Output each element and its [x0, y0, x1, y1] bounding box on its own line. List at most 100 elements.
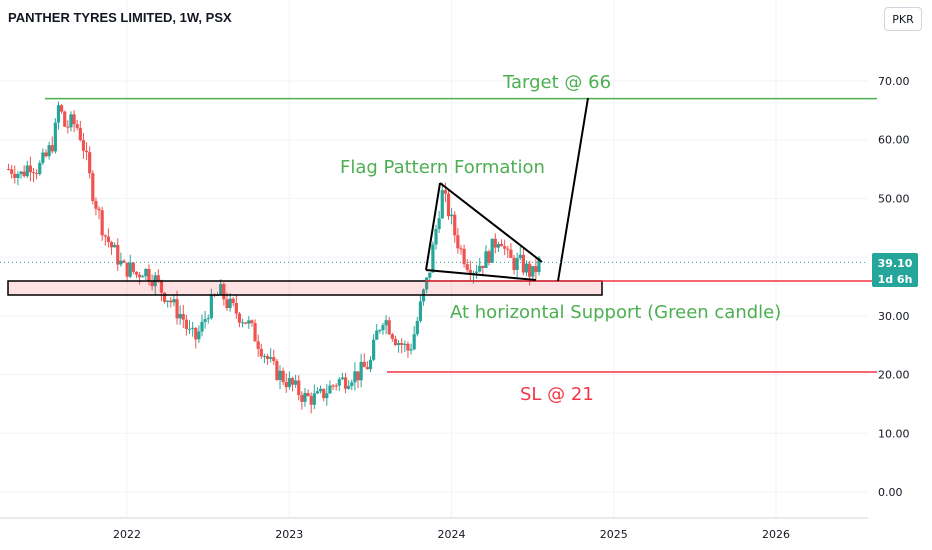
- candle-body: [150, 281, 154, 287]
- candle: [287, 371, 291, 390]
- candle-body: [28, 165, 32, 173]
- candle-body: [225, 299, 229, 309]
- candle-body: [231, 298, 235, 303]
- candle: [247, 316, 251, 329]
- candle-body: [524, 263, 529, 273]
- candle: [47, 141, 51, 160]
- candle-body: [406, 343, 410, 351]
- candle: [378, 328, 382, 334]
- target-annotation: Target @ 66: [502, 72, 611, 93]
- last-price-value: 39.10: [878, 257, 913, 270]
- candle: [60, 103, 64, 114]
- candle-body: [237, 313, 242, 323]
- candle-body: [506, 248, 510, 250]
- candle: [303, 388, 307, 407]
- candle-body: [181, 314, 185, 320]
- candle-body: [19, 171, 23, 174]
- candle-body: [122, 260, 126, 263]
- x-axis: 2022 2023 2024 2025 2026: [113, 528, 790, 541]
- candle-body: [474, 271, 479, 273]
- candle-body: [103, 235, 107, 237]
- candle-body: [462, 248, 466, 265]
- candle: [496, 241, 501, 253]
- candle-body: [13, 173, 17, 178]
- candle-body: [219, 284, 223, 296]
- candle-body: [88, 152, 92, 174]
- candle: [499, 239, 504, 247]
- candle-body: [262, 356, 267, 358]
- candle-body: [459, 248, 463, 250]
- candle: [300, 391, 304, 410]
- candle: [256, 334, 260, 357]
- y-tick-label: 30.00: [878, 310, 910, 323]
- candle-body: [294, 380, 298, 385]
- candle-body: [138, 274, 142, 278]
- candle-body: [412, 334, 416, 350]
- candle-body: [362, 361, 366, 368]
- candle: [512, 254, 516, 275]
- candle: [312, 384, 316, 410]
- chart-title: PANTHER TYRES LIMITED, 1W, PSX: [8, 10, 232, 25]
- candle: [278, 365, 282, 390]
- flag-lower-line: [425, 269, 537, 281]
- candle-body: [275, 360, 279, 380]
- candle: [159, 279, 164, 302]
- candle: [509, 243, 513, 259]
- candle-body: [25, 165, 29, 177]
- candle: [125, 262, 129, 282]
- candle: [175, 290, 179, 325]
- candle-body: [325, 393, 329, 399]
- candle: [340, 372, 345, 381]
- candle: [275, 359, 279, 382]
- candle: [518, 246, 522, 261]
- candle-body: [334, 385, 338, 387]
- candle: [119, 252, 123, 267]
- candle-body: [81, 140, 86, 151]
- candle: [19, 170, 23, 179]
- candle: [78, 120, 82, 142]
- candle-body: [166, 300, 170, 302]
- candle-body: [44, 152, 48, 157]
- candle: [181, 304, 185, 329]
- candle-body: [141, 276, 145, 278]
- x-tick-label: 2022: [113, 528, 141, 541]
- candle-body: [272, 357, 276, 361]
- candle: [113, 242, 117, 248]
- y-tick-label: 20.00: [878, 369, 910, 382]
- candle: [178, 305, 182, 325]
- candle-body: [331, 385, 335, 387]
- candle-body: [250, 320, 254, 324]
- candle: [446, 190, 451, 220]
- candle-body: [512, 257, 516, 270]
- candle-body: [128, 262, 132, 277]
- candle: [103, 234, 107, 246]
- candle: [197, 325, 201, 344]
- candle: [412, 326, 416, 351]
- candle: [94, 197, 98, 216]
- candle-body: [60, 105, 64, 112]
- candle-body: [387, 320, 391, 335]
- candle: [434, 224, 438, 250]
- candle-body: [309, 395, 313, 405]
- candle-body: [372, 339, 376, 360]
- candle: [91, 170, 95, 205]
- candle-body: [31, 172, 36, 174]
- x-tick-label: 2024: [438, 528, 466, 541]
- candle: [478, 257, 482, 273]
- candle: [262, 353, 267, 364]
- candle: [493, 233, 497, 254]
- candle-body: [234, 302, 238, 314]
- candle-body: [318, 388, 323, 392]
- candle: [425, 276, 429, 294]
- candle: [72, 110, 76, 133]
- currency-button[interactable]: PKR: [884, 7, 922, 31]
- candle: [84, 142, 89, 161]
- candle: [368, 356, 373, 372]
- candle-body: [162, 292, 167, 302]
- candle-body: [259, 348, 263, 357]
- candle-body: [503, 246, 507, 249]
- candle-body: [184, 319, 189, 329]
- candle: [35, 169, 39, 180]
- candle: [490, 238, 494, 264]
